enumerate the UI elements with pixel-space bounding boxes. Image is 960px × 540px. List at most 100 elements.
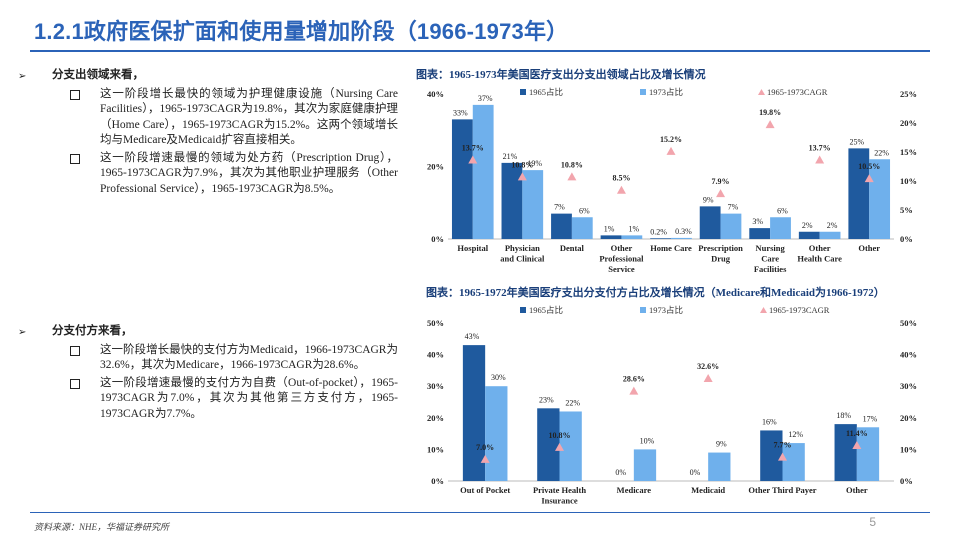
x-tick-label: Medicare [617,485,652,495]
y-right-tick-label: 0% [900,234,913,244]
legend-swatch [640,89,646,95]
bullet-item: 这一阶段增速最慢的领域为处方药（Prescription Drug），1965-… [70,151,398,198]
cagr-marker [703,373,713,382]
bar [834,424,857,481]
x-tick-label: Drug [711,254,731,264]
cagr-data-label: 10.8% [561,160,583,169]
bar-data-label: 33% [453,108,468,117]
x-tick-label: Medicaid [691,485,725,495]
bar-data-label: 7% [554,203,565,212]
bar-data-label: 22% [565,398,580,407]
x-tick-label: Care [761,254,779,264]
bar [451,119,473,239]
bar [621,235,643,239]
bar [708,452,731,481]
arrow-bullet-icon: ➢ [18,327,27,338]
cagr-marker [480,454,490,463]
y-left-tick-label: 20% [427,162,444,172]
bar [462,345,486,481]
y-right-tick-label: 30% [900,381,917,391]
bar-data-label: 9% [703,195,714,204]
cagr-data-label: 13.7% [462,144,484,153]
cagr-marker [567,172,577,181]
bar-data-label: 43% [465,332,480,341]
x-tick-label: Out of Pocket [460,485,510,495]
y-left-tick-label: 30% [427,381,444,391]
x-tick-label: Professional [599,254,644,264]
legend-label: 1965-1973CAGR [769,305,830,315]
cagr-marker [616,185,626,194]
y-left-tick-label: 0% [431,476,444,486]
cagr-data-label: 19.8% [759,108,781,117]
y-left-tick-label: 10% [427,444,444,454]
bar-data-label: 1% [629,224,640,233]
bar-data-label: 16% [762,417,777,426]
square-bullet-icon [70,378,80,389]
x-tick-label: Physician [505,243,540,253]
cagr-data-label: 11.4% [846,429,868,438]
square-bullet-icon [70,89,80,100]
bar-data-label: 19% [527,159,542,168]
y-left-tick-label: 40% [427,350,444,360]
section-expenditure-area: ➢ 分支出领域来看， 这一阶段增长最快的领域为护理健康设施（Nursing Ca… [18,68,398,197]
y-right-tick-label: 10% [900,444,917,454]
cagr-data-label: 7.0% [476,443,494,452]
cagr-marker [765,120,775,129]
bar [501,162,523,239]
bar-data-label: 37% [478,94,493,103]
bar [848,148,870,239]
bar [782,443,805,481]
bullet-text: 这一阶段增速最慢的支付方为自费（Out-of-pocket），1965-1973… [100,376,398,420]
y-left-tick-label: 0% [431,234,444,244]
bar-data-label: 12% [788,430,803,439]
y-right-tick-label: 40% [900,350,917,360]
section-payer: ➢ 分支付方来看， 这一阶段增长最快的支付方为Medicaid，1966-197… [18,324,398,422]
x-tick-label: Other Third Payer [748,485,816,495]
bar [760,430,783,481]
bar-data-label: 22% [874,148,889,157]
y-left-tick-label: 40% [427,89,444,99]
bar-data-label: 23% [539,395,554,404]
cagr-data-label: 10.5% [858,162,880,171]
bar-data-label: 1% [604,224,615,233]
bar-data-label: 18% [836,411,851,420]
bar [522,170,544,239]
section-heading: ➢ 分支出领域来看， [18,68,398,85]
x-tick-label: Service [608,264,635,274]
legend-swatch [520,307,526,313]
y-left-tick-label: 50% [427,318,444,328]
bar [819,231,841,239]
bar-data-label: 30% [491,373,506,382]
bar-data-label: 21% [503,152,518,161]
x-tick-label: Insurance [541,496,578,506]
footer-divider [30,512,930,513]
legend-marker-icon [760,307,767,313]
bar [720,213,742,239]
y-right-tick-label: 20% [900,118,917,128]
bar [537,408,560,481]
legend-label: 1973占比 [649,305,683,315]
legend-marker-icon [758,89,765,95]
cagr-data-label: 7.7% [774,441,792,450]
y-right-tick-label: 20% [900,413,917,423]
bar [699,206,721,239]
section-heading-text: 分支出领域来看， [52,69,144,81]
cagr-marker [864,174,874,183]
x-tick-label: Nursing [755,243,785,253]
cagr-data-label: 10.8% [549,431,571,440]
x-tick-label: Other [858,243,880,253]
bar-data-label: 0% [615,468,626,477]
y-right-tick-label: 10% [900,176,917,186]
x-tick-label: and Clinical [500,254,545,264]
x-tick-label: Other [846,485,868,495]
x-tick-label: Hospital [457,243,488,253]
y-right-tick-label: 15% [900,147,917,157]
bullet-item: 这一阶段增长最快的支付方为Medicaid，1966-1973CAGR为32.6… [70,343,398,374]
cagr-data-label: 32.6% [697,362,719,371]
x-tick-label: Health Care [797,254,842,264]
bar-data-label: 2% [827,221,838,230]
bar [485,386,508,481]
bar-data-label: 0% [690,468,701,477]
bullet-item: 这一阶段增长最快的领域为护理健康设施（Nursing Care Faciliti… [70,87,398,149]
page-title: 1.2.1政府医保扩面和使用量增加阶段（1966-1973年） [34,19,569,44]
